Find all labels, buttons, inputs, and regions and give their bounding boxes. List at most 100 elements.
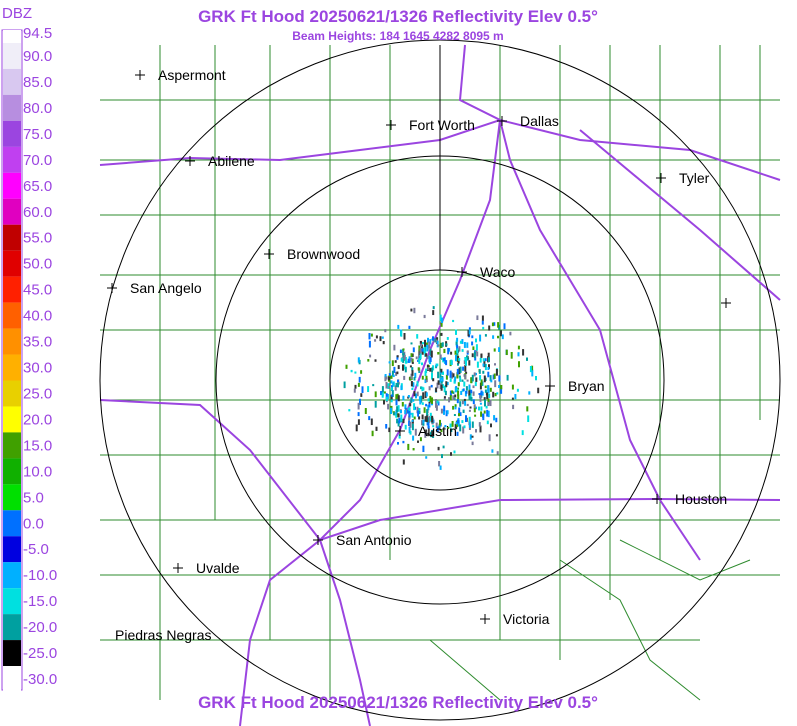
echo-pixel [437, 380, 440, 385]
colorbar-swatch [3, 380, 21, 407]
echo-pixel [457, 363, 459, 366]
colorbar-label: 30.0 [23, 360, 52, 377]
echo-pixel [379, 336, 382, 342]
echo-pixel [464, 357, 467, 362]
echo-pixel [426, 355, 429, 359]
echo-pixel [472, 346, 475, 351]
echo-pixel [454, 406, 457, 410]
echo-pixel [439, 419, 441, 426]
echo-pixel [439, 377, 442, 383]
title: GRK Ft Hood 20250621/1326 Reflectivity E… [198, 7, 598, 26]
echo-pixel [410, 353, 413, 357]
city-label: Victoria [503, 611, 550, 627]
city-label: Tyler [679, 170, 710, 186]
echo-pixel [411, 361, 414, 364]
echo-pixel [437, 352, 440, 355]
colorbar-swatch [3, 484, 21, 511]
echo-pixel [445, 374, 448, 380]
echo-pixel [407, 396, 410, 399]
echo-pixel [370, 333, 373, 337]
echo-pixel [394, 360, 397, 363]
echo-pixel [526, 406, 529, 412]
echo-pixel [498, 375, 501, 382]
colorbar-label: 70.0 [23, 152, 52, 169]
city-label: Bryan [568, 378, 605, 394]
echo-pixel [456, 431, 459, 436]
echo-pixel [424, 431, 427, 438]
echo-pixel [410, 373, 413, 380]
echo-pixel [458, 413, 460, 417]
echo-pixel [388, 361, 391, 364]
colorbar-swatch [3, 172, 21, 199]
echo-pixel [374, 401, 377, 408]
echo-pixel [479, 425, 482, 433]
echo-pixel [494, 363, 496, 366]
echo-pixel [416, 334, 419, 339]
echo-pixel [395, 372, 398, 376]
echo-pixel [425, 392, 428, 397]
echo-pixel [440, 384, 443, 391]
echo-pixel [492, 335, 495, 339]
echo-pixel [431, 415, 434, 423]
colorbar-swatch [3, 328, 21, 355]
echo-pixel [484, 358, 487, 362]
echo-pixel [475, 344, 478, 351]
echo-pixel [486, 409, 489, 417]
echo-pixel [463, 425, 466, 429]
echo-pixel [495, 417, 498, 423]
echo-pixel [487, 410, 490, 418]
echo-pixel [390, 399, 393, 403]
echo-pixel [488, 393, 491, 398]
echo-pixel [458, 375, 461, 378]
city-label: Fort Worth [409, 117, 475, 133]
city-label: Dallas [520, 113, 559, 129]
echo-pixel [397, 379, 399, 382]
echo-pixel [429, 412, 432, 417]
echo-pixel [479, 358, 482, 363]
echo-pixel [459, 377, 462, 382]
echo-pixel [482, 370, 485, 374]
echo-pixel [409, 421, 412, 428]
echo-pixel [400, 414, 403, 422]
city-marker [721, 298, 731, 308]
echo-pixel [427, 432, 430, 437]
echo-pixel [440, 368, 443, 373]
echo-pixel [407, 358, 410, 363]
city-label: Abilene [208, 153, 255, 169]
echo-pixel [476, 351, 479, 357]
echo-pixel [395, 382, 398, 388]
echo-pixel [487, 371, 490, 378]
echo-pixel [443, 348, 446, 354]
echo-pixel [468, 395, 471, 400]
echo-pixel [395, 394, 398, 400]
echo-pixel [367, 386, 370, 393]
echo-pixel [410, 381, 413, 387]
echo-pixel [421, 375, 424, 380]
echo-pixel [436, 363, 439, 367]
echo-pixel [424, 391, 427, 399]
echo-pixel [457, 418, 460, 421]
echo-pixel [357, 357, 360, 363]
echo-pixel [393, 412, 396, 416]
echo-pixel [497, 335, 499, 339]
city-markers: Aspermont Fort Worth Dallas Abilene Tyler Bro… [107, 67, 731, 643]
echo-pixel [397, 382, 399, 388]
echo-pixel [408, 426, 411, 434]
echo-pixel [443, 357, 445, 361]
echo-pixel [441, 317, 444, 323]
echo-pixel [409, 412, 412, 415]
echo-pixel [418, 408, 421, 414]
echo-pixel [472, 391, 475, 396]
echo-pixel [415, 356, 418, 360]
echo-pixel [388, 386, 391, 389]
echo-pixel [396, 355, 399, 360]
echo-pixel [382, 341, 385, 345]
echo-pixel [417, 367, 420, 371]
city-marker [107, 283, 117, 293]
echo-pixel [360, 370, 363, 374]
echo-pixel [451, 372, 454, 379]
echo-pixel [417, 440, 419, 443]
colorbar-label: 94.5 [23, 25, 52, 42]
colorbar-swatch [3, 406, 21, 433]
colorbar-swatch [3, 354, 21, 381]
